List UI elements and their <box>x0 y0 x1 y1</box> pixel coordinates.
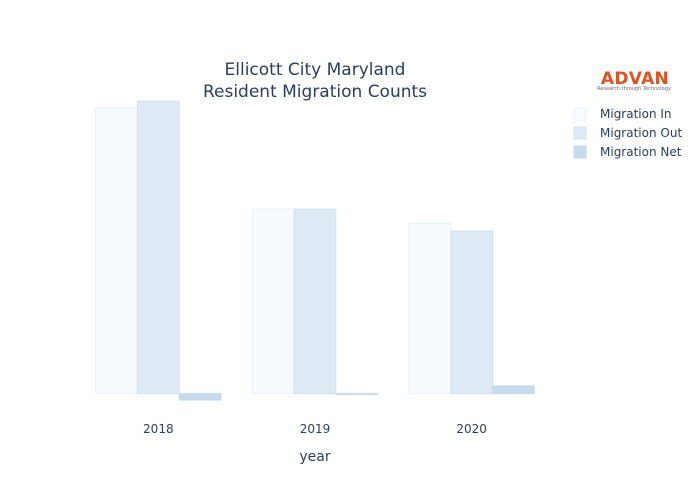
legend-item-migration-out[interactable]: Migration Out <box>573 126 682 140</box>
advan-logo-wordmark: ADVAN <box>601 69 669 89</box>
legend-swatch <box>573 107 587 121</box>
legend-label: Migration Net <box>600 145 682 159</box>
bar-migration-net-2019[interactable] <box>335 393 379 396</box>
x-axis-title: year <box>299 449 330 465</box>
bar-migration-out-2018[interactable] <box>136 100 180 395</box>
bars-layer <box>95 100 535 401</box>
chart-title-line-2: Resident Migration Counts <box>203 82 427 102</box>
bar-migration-in-2020[interactable] <box>408 222 452 395</box>
legend-label: Migration Out <box>600 126 682 140</box>
advan-logo: ADVAN Research through Technology <box>597 69 671 92</box>
bar-migration-out-2020[interactable] <box>450 230 494 395</box>
x-tick-label: 2020 <box>456 422 487 436</box>
legend-label: Migration In <box>600 107 672 121</box>
legend-item-migration-net[interactable]: Migration Net <box>573 145 682 159</box>
legend-swatch <box>573 126 587 140</box>
chart-title-line-1: Ellicott City Maryland <box>225 60 406 80</box>
advan-logo-tagline: Research through Technology <box>597 86 671 92</box>
x-axis-ticks: 2018 2019 2020 <box>143 422 487 436</box>
bar-migration-net-2018[interactable] <box>178 393 222 401</box>
x-tick-label: 2018 <box>143 422 174 436</box>
legend-swatch <box>573 145 587 159</box>
chart-legend[interactable]: Migration In Migration Out Migration Net <box>573 107 682 159</box>
bar-migration-out-2019[interactable] <box>293 208 337 395</box>
bar-migration-in-2018[interactable] <box>95 107 138 395</box>
x-tick-label: 2019 <box>300 422 331 436</box>
bar-migration-in-2019[interactable] <box>251 208 295 395</box>
legend-item-migration-in[interactable]: Migration In <box>573 107 672 121</box>
bar-migration-net-2020[interactable] <box>492 385 535 395</box>
